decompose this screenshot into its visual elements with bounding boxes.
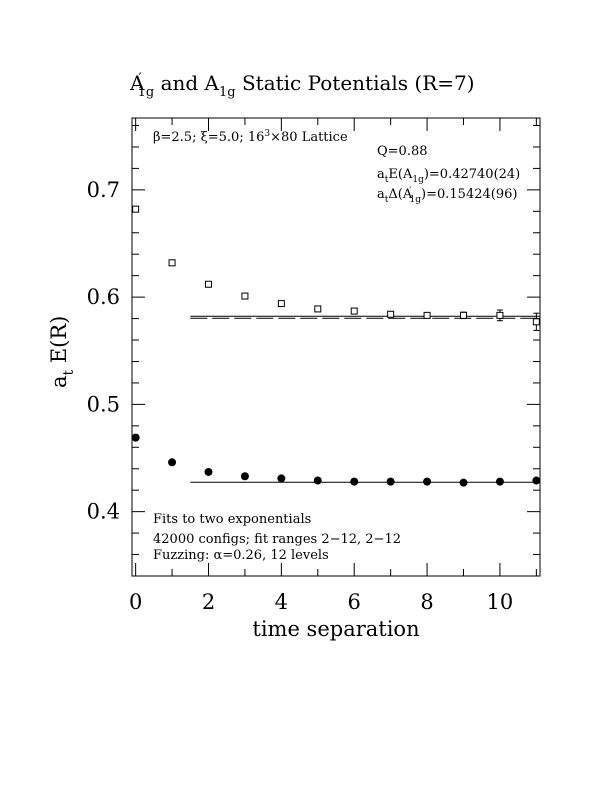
y-tick-label: 0.4 bbox=[87, 500, 120, 524]
lattice-annotation: β=2.5; ξ=5.0; 163×80 Lattice bbox=[153, 129, 348, 145]
x-axis-label: time separation bbox=[252, 617, 419, 641]
open-square-point bbox=[532, 318, 540, 326]
open-square-point bbox=[205, 280, 212, 288]
filled-circle-point bbox=[495, 477, 504, 486]
open-square-point bbox=[314, 305, 322, 313]
data-points bbox=[131, 205, 541, 487]
chart-title: A′ 1g and A1g Static Potentials (R=7) bbox=[129, 71, 475, 100]
fit-gap-annotation: atΔ(A′ 1g)=0.15424(96) bbox=[377, 186, 517, 205]
filled-circle-point bbox=[350, 477, 359, 486]
open-square-point bbox=[350, 307, 358, 315]
y-axis-label: at E(R) bbox=[47, 316, 77, 388]
open-square-point bbox=[132, 205, 140, 213]
filled-circle-point bbox=[313, 476, 322, 485]
fuzzing-note: Fuzzing: α=0.26, 12 levels bbox=[153, 548, 329, 563]
x-tick-label: 2 bbox=[202, 590, 215, 614]
x-tick-labels: 0 2 4 6 8 10 bbox=[129, 590, 513, 614]
open-square-point bbox=[277, 300, 285, 308]
open-square-point bbox=[460, 311, 467, 319]
filled-circle-point bbox=[459, 478, 468, 487]
fit-energy-annotation: atE(A1g)=0.42740(24) bbox=[377, 167, 520, 185]
filled-circle-point bbox=[423, 477, 432, 486]
filled-circle-point bbox=[240, 472, 249, 481]
fit-lines bbox=[190, 315, 540, 483]
x-tick-label: 8 bbox=[420, 590, 433, 614]
x-tick-label: 6 bbox=[348, 590, 361, 614]
x-tick-label: 4 bbox=[275, 590, 288, 614]
filled-circle-point bbox=[277, 474, 286, 483]
q-value-annotation: Q=0.88 bbox=[377, 144, 428, 159]
plot-frame bbox=[131, 117, 541, 577]
y-tick-labels: 0.4 0.5 0.6 0.7 bbox=[87, 178, 120, 524]
y-tick-label: 0.7 bbox=[87, 178, 120, 202]
open-square-point bbox=[496, 311, 504, 319]
filled-circle-point bbox=[168, 458, 177, 467]
y-tick-label: 0.6 bbox=[87, 285, 120, 309]
filled-circle-point bbox=[386, 477, 395, 486]
filled-circle-point bbox=[204, 467, 213, 476]
open-square-point bbox=[241, 292, 249, 300]
fit-method-note: Fits to two exponentials bbox=[153, 512, 311, 527]
open-square-point bbox=[168, 259, 176, 267]
open-square-point bbox=[423, 311, 431, 319]
x-tick-label: 0 bbox=[129, 590, 142, 614]
open-square-point bbox=[387, 310, 395, 318]
axis-ticks bbox=[132, 118, 540, 576]
x-tick-label: 10 bbox=[487, 590, 514, 614]
configs-note: 42000 configs; fit ranges 2−12, 2−12 bbox=[153, 532, 401, 547]
filled-circle-point bbox=[532, 476, 541, 485]
y-tick-label: 0.5 bbox=[87, 392, 120, 416]
filled-circle-point bbox=[131, 433, 140, 442]
